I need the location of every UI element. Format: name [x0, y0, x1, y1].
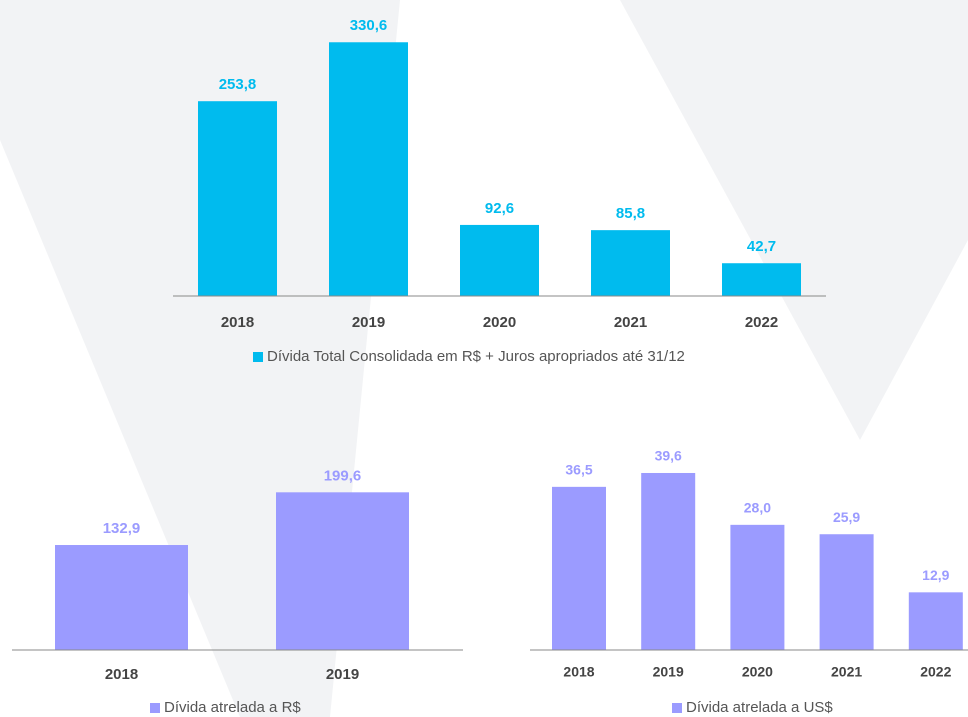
bar [329, 42, 408, 297]
x-tick-label: 2021 [831, 664, 862, 680]
bar [55, 545, 188, 650]
legend-label: Dívida atrelada a US$ [686, 699, 833, 716]
x-tick-label: 2020 [742, 664, 773, 680]
bar [591, 230, 670, 296]
x-tick-label: 2019 [352, 314, 385, 331]
data-label: 25,9 [833, 509, 860, 525]
bar [641, 472, 696, 650]
legend-label: Dívida atrelada a R$ [164, 699, 301, 716]
data-label: 132,9 [103, 520, 141, 537]
data-label: 39,6 [655, 448, 682, 464]
x-tick-label: 2019 [326, 666, 359, 683]
bar [722, 263, 801, 296]
data-label: 92,6 [485, 200, 514, 217]
bar [552, 486, 606, 650]
background-shape [620, 0, 968, 440]
data-label: 28,0 [744, 500, 771, 516]
legend-swatch [253, 352, 263, 362]
x-tick-label: 2018 [105, 666, 138, 683]
legend-swatch [150, 703, 160, 713]
x-tick-label: 2019 [653, 664, 684, 680]
legend-swatch [672, 703, 682, 713]
data-label: 36,5 [565, 462, 592, 478]
legend-label: Dívida Total Consolidada em R$ + Juros a… [267, 348, 685, 365]
data-label: 12,9 [922, 567, 949, 583]
bar [198, 101, 277, 296]
bar [908, 592, 963, 650]
x-tick-label: 2020 [483, 314, 516, 331]
data-label: 199,6 [324, 467, 362, 484]
bar [819, 534, 874, 650]
x-tick-label: 2018 [221, 314, 254, 331]
x-tick-label: 2022 [745, 314, 778, 331]
x-tick-label: 2018 [563, 664, 594, 680]
x-tick-label: 2022 [920, 664, 951, 680]
data-label: 85,8 [616, 205, 645, 222]
data-label: 330,6 [350, 17, 388, 34]
data-label: 42,7 [747, 238, 776, 255]
bar [276, 492, 409, 650]
data-label: 253,8 [219, 76, 257, 93]
bar [460, 224, 539, 296]
bar [730, 524, 785, 650]
x-tick-label: 2021 [614, 314, 647, 331]
